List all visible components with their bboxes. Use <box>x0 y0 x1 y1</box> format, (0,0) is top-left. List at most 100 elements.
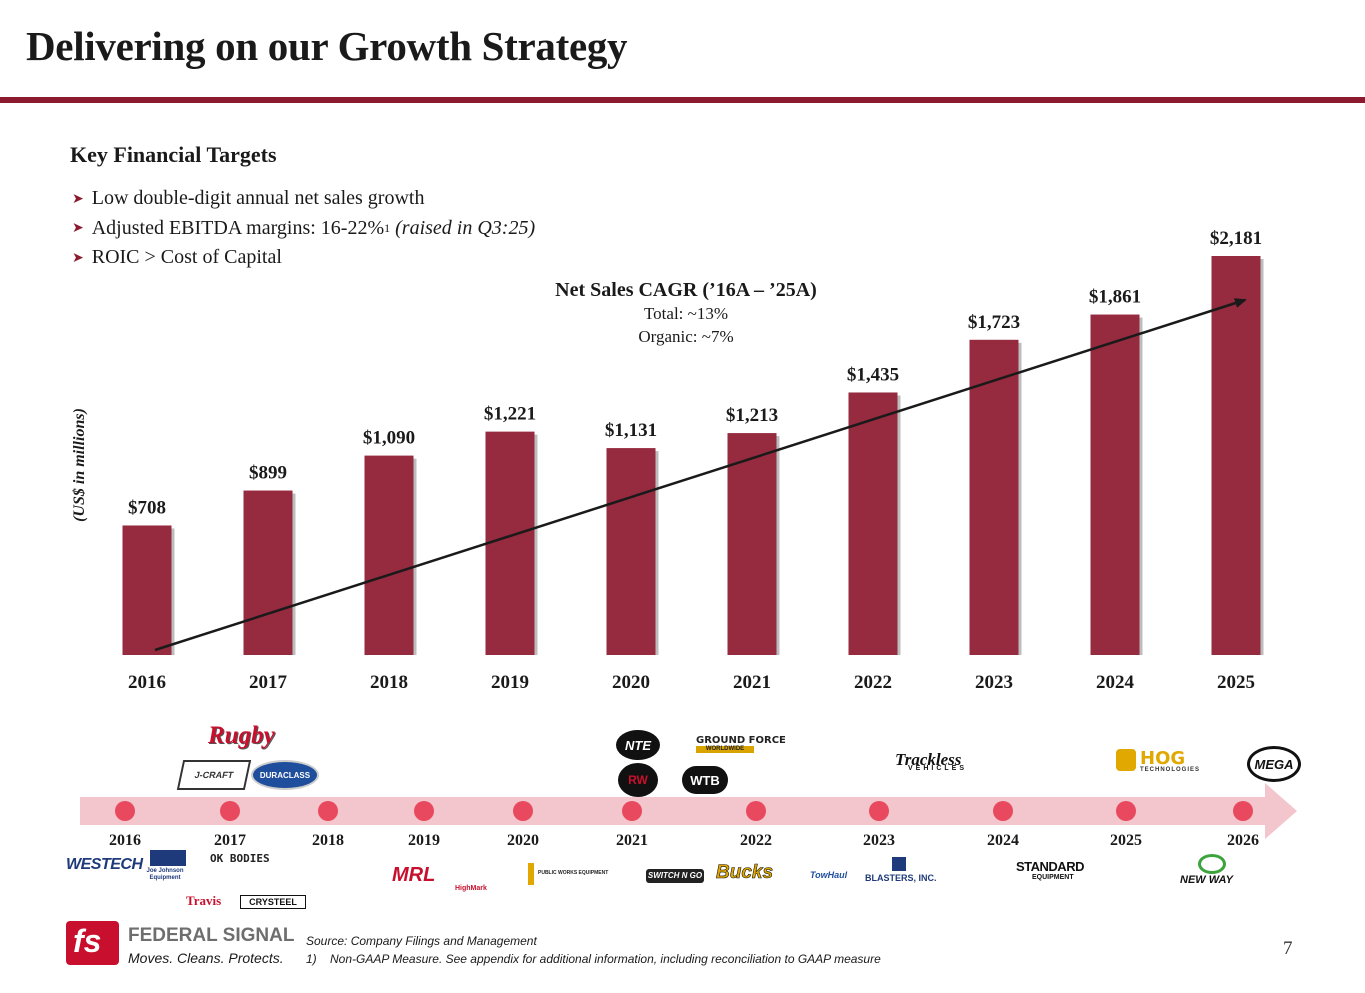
value-label: $1,090 <box>363 428 415 449</box>
timeline-year: 2025 <box>1110 832 1142 849</box>
x-tick-label: 2020 <box>612 672 650 693</box>
blasters-mark-icon <box>892 857 906 871</box>
travis-logo: Travis <box>186 893 222 908</box>
arrow-bullet-icon: ➤ <box>72 249 84 266</box>
timeline-year: 2022 <box>740 832 772 849</box>
bar <box>848 392 898 655</box>
bar-shadow <box>776 436 780 655</box>
footnotes: Source: Company Filings and Management 1… <box>306 932 881 968</box>
bar <box>1211 256 1261 655</box>
value-label: $1,861 <box>1089 287 1141 308</box>
bar-shadow <box>292 493 296 655</box>
timeline-band <box>80 783 1297 839</box>
crysteel-logo: CRYSTEEL <box>240 895 306 909</box>
footnote-ref: 1 <box>384 220 391 235</box>
timeline-dot <box>1116 801 1136 821</box>
timeline-year: 2020 <box>507 832 539 849</box>
timeline-dot <box>746 801 766 821</box>
blasters-logo: BLASTERS, INC. <box>865 873 937 883</box>
timeline-year: 2017 <box>214 832 246 849</box>
federal-signal-logo-icon: fs <box>66 921 119 965</box>
standard-logo: STANDARD <box>1016 859 1084 874</box>
target-item: ➤ Adjusted EBITDA margins: 16-22% 1 (raise… <box>72 216 536 239</box>
joe-johnson-mark-icon <box>150 850 186 866</box>
timeline-year: 2023 <box>863 832 895 849</box>
timeline-year: 2024 <box>987 832 1019 849</box>
bar <box>122 525 172 655</box>
timeline-dot <box>115 801 135 821</box>
x-tick-label: 2019 <box>491 672 529 693</box>
value-label: $708 <box>128 497 166 518</box>
value-label: $1,131 <box>605 420 657 441</box>
bar <box>485 431 535 655</box>
target-item: ➤ Low double-digit annual net sales growt… <box>72 187 425 210</box>
ok-bodies-logo: OK BODIES <box>210 852 270 865</box>
brand-tagline: Moves. Cleans. Protects. <box>128 950 284 966</box>
timeline-year: 2026 <box>1227 832 1259 849</box>
value-label: $1,221 <box>484 404 536 425</box>
hog-logo: HOG <box>1140 748 1186 769</box>
bar-shadow <box>1260 259 1264 655</box>
switch-n-go-logo: SWITCH N GO <box>646 869 704 883</box>
bar-shadow <box>897 395 901 655</box>
bar-shadow <box>413 458 417 655</box>
x-tick-label: 2025 <box>1217 672 1255 693</box>
value-label: $899 <box>249 463 287 484</box>
bar <box>727 433 777 655</box>
pwe-bar-icon <box>528 863 534 885</box>
timeline-dot <box>318 801 338 821</box>
mrl-logo: MRL <box>392 864 436 886</box>
worldwide-logo: WORLDWIDE <box>696 746 754 753</box>
brand-name: FEDERAL SIGNAL <box>128 925 295 946</box>
highmark-logo: HighMark <box>455 885 487 892</box>
mega-logo: MEGA <box>1247 746 1301 782</box>
timeline-year: 2018 <box>312 832 344 849</box>
arrow-bullet-icon: ➤ <box>72 190 84 207</box>
x-tick-label: 2022 <box>854 672 892 693</box>
bar <box>364 455 414 655</box>
timeline-dot <box>622 801 642 821</box>
timeline-dot <box>513 801 533 821</box>
pwe-logo: PUBLIC WORKS EQUIPMENT <box>538 870 609 876</box>
bar <box>969 339 1019 655</box>
equipment-logo: EQUIPMENT <box>1032 874 1074 881</box>
timeline-year: 2019 <box>408 832 440 849</box>
bar-shadow <box>534 434 538 655</box>
targets-list: ➤ Low double-digit annual net sales growt… <box>72 184 535 273</box>
value-label: $1,723 <box>968 312 1020 333</box>
nte-logo: NTE <box>616 730 660 760</box>
bar-shadow <box>655 451 659 655</box>
cagr-organic: Organic: ~7% <box>638 327 734 346</box>
trend-arrow <box>154 298 1247 652</box>
cagr-total: Total: ~13% <box>643 304 729 323</box>
rw-logo: RW <box>618 763 658 797</box>
bar <box>243 490 293 655</box>
bar-shadow <box>171 528 175 655</box>
jcraft-logo: J-CRAFT <box>176 760 252 790</box>
value-label: $1,435 <box>847 364 899 385</box>
source-note: Source: Company Filings and Management <box>306 934 537 948</box>
cagr-box: Net Sales CAGR (’16A – ’25A) Total: ~13%… <box>520 279 852 348</box>
vehicles-logo: VEHICLES <box>908 765 968 772</box>
hog-mascot-icon <box>1116 749 1136 771</box>
x-tick-label: 2021 <box>733 672 771 693</box>
x-tick-label: 2018 <box>370 672 408 693</box>
title-rule <box>0 97 1365 103</box>
wtb-logo: WTB <box>682 766 728 794</box>
timeline-dot <box>414 801 434 821</box>
page-title: Delivering on our Growth Strategy <box>26 23 628 69</box>
target-item: ➤ ROIC > Cost of Capital <box>72 246 282 269</box>
target-note: (raised in Q3:25) <box>395 216 536 239</box>
x-tick-label: 2017 <box>249 672 288 693</box>
timeline-dot <box>220 801 240 821</box>
towhaul-logo: TowHaul <box>810 870 848 880</box>
bar <box>1090 314 1140 655</box>
page-number: 7 <box>1283 938 1293 959</box>
timeline-dot <box>1233 801 1253 821</box>
joe-johnson-logo: Joe Johnson Equipment <box>146 868 184 881</box>
timeline-dot <box>993 801 1013 821</box>
new-way-logo: NEW WAY <box>1180 874 1233 886</box>
arrow-bullet-icon: ➤ <box>72 220 84 237</box>
bar-shadow <box>1139 317 1143 655</box>
